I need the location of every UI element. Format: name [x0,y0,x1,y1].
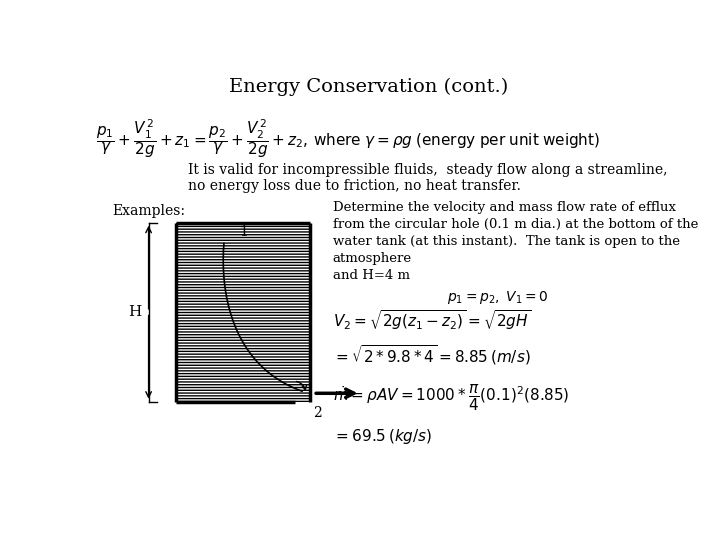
Text: H: H [128,305,141,319]
Text: 1: 1 [239,225,248,239]
Text: $=69.5\,(kg/s)$: $=69.5\,(kg/s)$ [333,427,432,446]
Text: $=\sqrt{2*9.8*4}=8.85\,(m/s)$: $=\sqrt{2*9.8*4}=8.85\,(m/s)$ [333,343,531,367]
Text: $\dfrac{p_1}{\gamma}+\dfrac{V_1^{\,2}}{2g}+z_1=\dfrac{p_2}{\gamma}+\dfrac{V_2^{\: $\dfrac{p_1}{\gamma}+\dfrac{V_1^{\,2}}{2… [96,117,600,160]
Text: It is valid for incompressible fluids,  steady flow along a streamline,
no energ: It is valid for incompressible fluids, s… [188,163,667,193]
Text: Examples:: Examples: [112,204,185,218]
Bar [176,223,310,402]
Text: $p_1=p_2,\;V_1{=}0$: $p_1=p_2,\;V_1{=}0$ [447,288,549,306]
Text: Determine the velocity and mass flow rate of efflux
from the circular hole (0.1 : Determine the velocity and mass flow rat… [333,201,698,282]
Text: Energy Conservation (cont.): Energy Conservation (cont.) [230,77,508,96]
Text: $\dot{m}=\rho AV=1000*\dfrac{\pi}{4}(0.1)^2(8.85)$: $\dot{m}=\rho AV=1000*\dfrac{\pi}{4}(0.1… [333,383,570,413]
Text: 2: 2 [313,406,322,420]
Text: $V_2=\sqrt{2g(z_1-z_2)}=\sqrt{2gH}$: $V_2=\sqrt{2g(z_1-z_2)}=\sqrt{2gH}$ [333,308,531,332]
